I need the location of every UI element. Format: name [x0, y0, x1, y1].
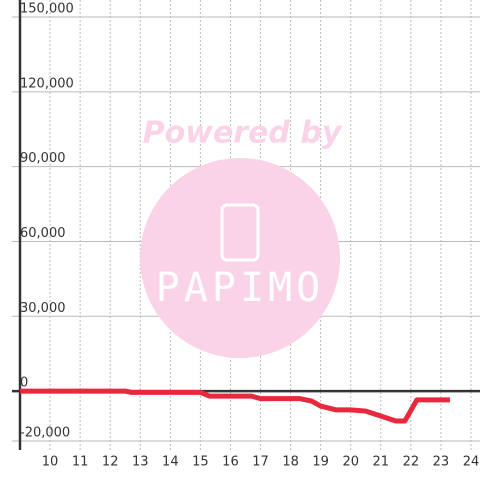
y-tick-label: 30,000: [20, 301, 66, 316]
x-tick-label: 22: [403, 455, 420, 470]
y-tick-label: 90,000: [20, 151, 66, 166]
x-tick-label: 17: [252, 455, 269, 470]
y-tick-label: 150,000: [20, 2, 74, 17]
y-tick-label: 60,000: [20, 226, 66, 241]
watermark-brand: PAPIMO: [156, 265, 325, 311]
x-tick-label: 11: [72, 455, 89, 470]
x-tick-label: 13: [132, 455, 149, 470]
x-tick-label: 19: [312, 455, 329, 470]
x-tick-label: 24: [463, 455, 480, 470]
x-tick-label: 10: [42, 455, 59, 470]
x-tick-label: 18: [282, 455, 299, 470]
watermark-phone: [220, 203, 260, 262]
x-tick-label: 15: [192, 455, 209, 470]
watermark-circle: [140, 158, 340, 358]
watermark-title: Powered by: [143, 116, 343, 151]
x-tick-label: 14: [162, 455, 179, 470]
y-tick-label: 0: [20, 376, 28, 391]
series-line: [20, 388, 450, 424]
x-tick-label: 12: [102, 455, 119, 470]
x-tick-label: 23: [433, 455, 450, 470]
x-tick-label: 16: [222, 455, 239, 470]
y-tick-label: 120,000: [20, 76, 74, 91]
y-tick-label: -20,000: [20, 426, 70, 441]
x-tick-label: 21: [373, 455, 390, 470]
x-tick-label: 20: [342, 455, 359, 470]
